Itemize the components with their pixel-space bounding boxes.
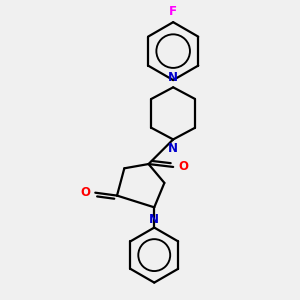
Text: O: O xyxy=(80,186,90,199)
Text: N: N xyxy=(168,71,178,84)
Text: F: F xyxy=(169,5,177,18)
Text: N: N xyxy=(168,142,178,155)
Text: N: N xyxy=(149,212,159,226)
Text: O: O xyxy=(178,160,188,173)
